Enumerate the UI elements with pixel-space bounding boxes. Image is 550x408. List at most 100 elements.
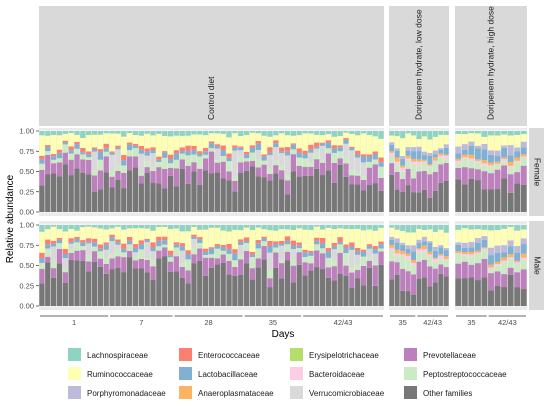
bar-segment	[167, 131, 174, 137]
bar-segment	[405, 259, 411, 272]
bar-segment	[56, 237, 63, 240]
bar-segment	[343, 139, 349, 144]
bar-segment	[173, 186, 180, 212]
bar-segment	[432, 257, 438, 259]
bar-segment	[349, 225, 355, 230]
bar-segment	[156, 225, 162, 228]
bar-segment	[91, 251, 98, 262]
bar-segment	[290, 154, 296, 172]
bar-segment	[232, 145, 238, 148]
bar-segment	[507, 165, 514, 168]
bar-segment	[389, 152, 395, 157]
bar-segment	[468, 225, 475, 230]
bar-segment	[127, 244, 133, 252]
bar-segment	[80, 246, 86, 251]
bar-segment	[343, 265, 349, 276]
bar-segment	[455, 254, 462, 264]
bar-segment	[461, 158, 468, 168]
column-strip-label: Doripenem hydrate, low dose	[413, 9, 423, 120]
bar-segment	[156, 131, 162, 134]
bar-segment	[405, 232, 411, 246]
bar-segment	[232, 253, 238, 261]
y-tick-label: 1.00	[19, 127, 34, 136]
bar-segment	[349, 184, 355, 212]
bar-segment	[150, 266, 156, 280]
bar-segment	[337, 145, 343, 148]
bar-segment	[220, 230, 226, 245]
bar-segment	[378, 162, 384, 167]
bar-segment	[343, 225, 349, 229]
bar-segment	[214, 133, 220, 145]
y-tick-label: 0.50	[19, 261, 34, 270]
bar-segment	[232, 260, 238, 267]
bar-segment	[284, 180, 291, 195]
bar-segment	[220, 247, 226, 251]
bar-segment	[520, 131, 527, 135]
bar-segment	[474, 238, 481, 243]
bar-segment	[411, 147, 416, 152]
bar-segment	[494, 163, 501, 165]
bar-segment	[109, 170, 115, 177]
bar-segment	[438, 155, 444, 157]
bar-segment	[62, 282, 68, 306]
bar-segment	[372, 249, 378, 254]
bar-segment	[185, 225, 191, 232]
bar-segment	[416, 252, 422, 262]
bar-segment	[422, 225, 427, 231]
bar-segment	[308, 162, 314, 167]
bar-segment	[416, 151, 422, 160]
bar-segment	[45, 131, 51, 136]
bar-segment	[432, 246, 438, 251]
bar-segment	[468, 251, 475, 255]
bar-segment	[127, 142, 133, 145]
bar-segment	[501, 134, 508, 146]
bar-segment	[520, 134, 527, 142]
bar-segment	[208, 247, 215, 249]
bar-segment	[162, 135, 168, 152]
bar-segment	[279, 131, 285, 134]
bar-segment	[501, 157, 508, 160]
x-group-label: 35	[269, 318, 277, 327]
bar-segment	[296, 245, 302, 249]
bar-segment	[109, 228, 115, 235]
bar-segment	[179, 246, 185, 251]
bar-segment	[411, 158, 416, 162]
bar-segment	[432, 160, 438, 162]
bar-segment	[261, 154, 267, 157]
bar-segment	[372, 159, 378, 165]
bar-segment	[203, 257, 209, 276]
bar-segment	[325, 170, 332, 212]
bar-segment	[372, 151, 378, 155]
bar-segment	[290, 265, 296, 283]
bar-segment	[455, 158, 462, 161]
bar-segment	[443, 144, 449, 148]
bar-segment	[432, 161, 438, 172]
bar-segment	[366, 131, 373, 136]
bar-segment	[50, 135, 57, 155]
bar-segment	[127, 251, 133, 258]
bar-segment	[138, 145, 144, 150]
bar-segment	[514, 260, 521, 263]
bar-segment	[197, 248, 203, 261]
bar-segment	[389, 247, 395, 251]
bar-segment	[296, 252, 302, 265]
bar-segment	[39, 163, 45, 170]
bar-segment	[185, 145, 191, 151]
bar-segment	[127, 240, 133, 245]
bar-segment	[349, 267, 355, 273]
bar-segment	[220, 155, 226, 162]
bar-segment	[115, 164, 121, 171]
bar-segment	[80, 173, 86, 212]
bar-segment	[45, 262, 51, 306]
bar-segment	[400, 250, 406, 255]
bar-segment	[507, 226, 514, 241]
bar-segment	[226, 249, 232, 254]
bar-segment	[443, 147, 449, 155]
bar-segment	[132, 143, 139, 146]
bar-segment	[56, 176, 63, 212]
bar-segment	[203, 135, 209, 148]
bar-segment	[296, 157, 302, 166]
bar-segment	[226, 243, 232, 250]
bar-segment	[284, 240, 291, 245]
bar-segment	[296, 152, 302, 158]
